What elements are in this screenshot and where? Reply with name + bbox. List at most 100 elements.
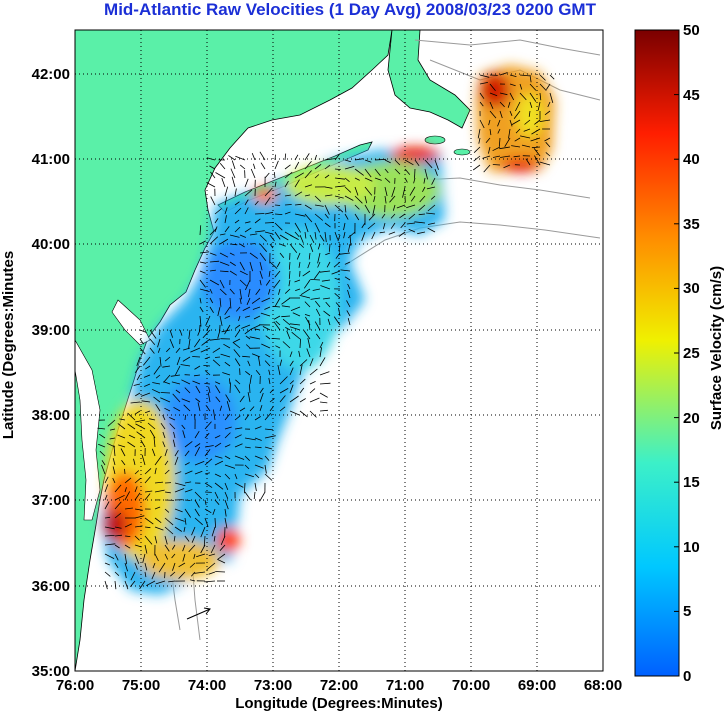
velocity-arrow bbox=[203, 535, 206, 547]
velocity-arrow bbox=[146, 580, 156, 587]
velocity-arrow bbox=[498, 137, 501, 147]
velocity-arrow bbox=[473, 146, 481, 153]
velocity-arrow bbox=[174, 508, 183, 513]
velocity-arrow bbox=[219, 233, 226, 236]
velocity-arrow bbox=[253, 163, 256, 170]
velocity-arrow bbox=[162, 414, 166, 421]
velocity-arrow bbox=[124, 523, 132, 528]
velocity-arrow bbox=[354, 195, 363, 204]
velocity-arrow bbox=[253, 315, 261, 320]
velocity-arrow bbox=[319, 234, 325, 242]
velocity-arrow bbox=[194, 414, 196, 421]
velocity-arrow bbox=[104, 476, 109, 484]
velocity-arrow bbox=[434, 168, 438, 176]
velocity-arrow bbox=[118, 444, 126, 448]
velocity-arrow bbox=[239, 270, 248, 276]
velocity-arrow bbox=[314, 163, 322, 170]
velocity-arrow bbox=[124, 491, 131, 501]
velocity-arrow bbox=[219, 315, 223, 326]
velocity-arrow bbox=[206, 324, 211, 331]
velocity-arrow bbox=[220, 535, 226, 546]
velocity-arrow bbox=[135, 419, 146, 423]
velocity-arrow bbox=[124, 468, 126, 475]
map-grid bbox=[75, 30, 603, 671]
velocity-arrow bbox=[294, 279, 301, 283]
velocity-arrow bbox=[117, 434, 126, 439]
velocity-arrow bbox=[134, 365, 141, 374]
velocity-arrow bbox=[279, 234, 289, 241]
velocity-arrow bbox=[234, 482, 244, 488]
velocity-arrow bbox=[381, 213, 386, 219]
velocity-arrow bbox=[140, 439, 146, 448]
velocity-arrow bbox=[264, 428, 274, 431]
velocity-arrow bbox=[224, 482, 229, 491]
velocity-arrow bbox=[511, 145, 521, 148]
velocity-arrow bbox=[182, 347, 191, 351]
velocity-arrow bbox=[194, 365, 201, 370]
velocity-arrow bbox=[418, 213, 426, 216]
velocity-arrow bbox=[154, 467, 157, 475]
velocity-arrow bbox=[214, 499, 220, 505]
velocity-arrow bbox=[174, 482, 186, 487]
velocity-arrow bbox=[309, 388, 316, 394]
velocity-arrow bbox=[254, 426, 262, 430]
velocity-arrow bbox=[264, 473, 273, 481]
velocity-arrow bbox=[193, 374, 201, 377]
velocity-arrow bbox=[208, 386, 211, 394]
velocity-arrow bbox=[254, 446, 262, 449]
velocity-arrow bbox=[133, 383, 141, 386]
velocity-arrow bbox=[499, 146, 511, 150]
velocity-arrow bbox=[223, 343, 231, 349]
velocity-arrow bbox=[153, 396, 161, 403]
velocity-arrow bbox=[163, 381, 171, 385]
velocity-arrow bbox=[239, 288, 242, 300]
velocity-arrow bbox=[114, 544, 120, 549]
velocity-arrow bbox=[173, 535, 176, 542]
velocity-arrow bbox=[254, 213, 265, 215]
velocity-arrow bbox=[219, 288, 227, 296]
velocity-arrow bbox=[204, 499, 207, 506]
velocity-arrow bbox=[254, 464, 264, 469]
velocity-arrow bbox=[164, 517, 174, 526]
velocity-arrow bbox=[404, 159, 414, 166]
velocity-arrow bbox=[279, 359, 283, 367]
velocity-arrow bbox=[162, 365, 171, 368]
velocity-arrow bbox=[268, 377, 271, 385]
velocity-arrow bbox=[169, 338, 175, 348]
velocity-arrow bbox=[104, 501, 110, 510]
velocity-arrow bbox=[281, 297, 291, 305]
velocity-arrow bbox=[488, 119, 491, 126]
velocity-arrow bbox=[139, 580, 146, 590]
x-tick-label: 71:00 bbox=[386, 677, 424, 694]
velocity-arrow bbox=[234, 443, 243, 448]
velocity-arrow bbox=[203, 365, 211, 367]
velocity-arrow bbox=[364, 177, 373, 182]
velocity-arrow bbox=[529, 101, 533, 109]
velocity-arrow bbox=[328, 243, 331, 252]
velocity-arrow bbox=[289, 326, 301, 331]
velocity-arrow bbox=[192, 356, 201, 358]
velocity-arrow bbox=[289, 360, 294, 367]
velocity-arrow bbox=[374, 158, 386, 161]
velocity-arrow bbox=[244, 199, 249, 206]
velocity-arrow bbox=[124, 507, 133, 510]
velocity-arrow bbox=[282, 318, 291, 326]
velocity-arrow bbox=[209, 288, 213, 294]
velocity-arrow bbox=[374, 177, 382, 181]
velocity-arrow bbox=[144, 562, 148, 571]
y-tick-label: 39:00 bbox=[32, 322, 70, 339]
velocity-arrow bbox=[193, 553, 196, 560]
velocity-arrow bbox=[234, 427, 243, 430]
velocity-arrow bbox=[265, 279, 271, 286]
velocity-arrow bbox=[99, 433, 106, 439]
velocity-arrow bbox=[184, 414, 186, 421]
velocity-arrow bbox=[354, 213, 360, 221]
velocity-arrow bbox=[314, 300, 321, 308]
velocity-arrow bbox=[194, 430, 200, 439]
velocity-arrow bbox=[209, 260, 220, 263]
velocity-arrow bbox=[174, 526, 183, 532]
velocity-arrow bbox=[164, 544, 170, 552]
velocity-arrow bbox=[234, 473, 238, 480]
velocity-arrow bbox=[364, 159, 372, 163]
